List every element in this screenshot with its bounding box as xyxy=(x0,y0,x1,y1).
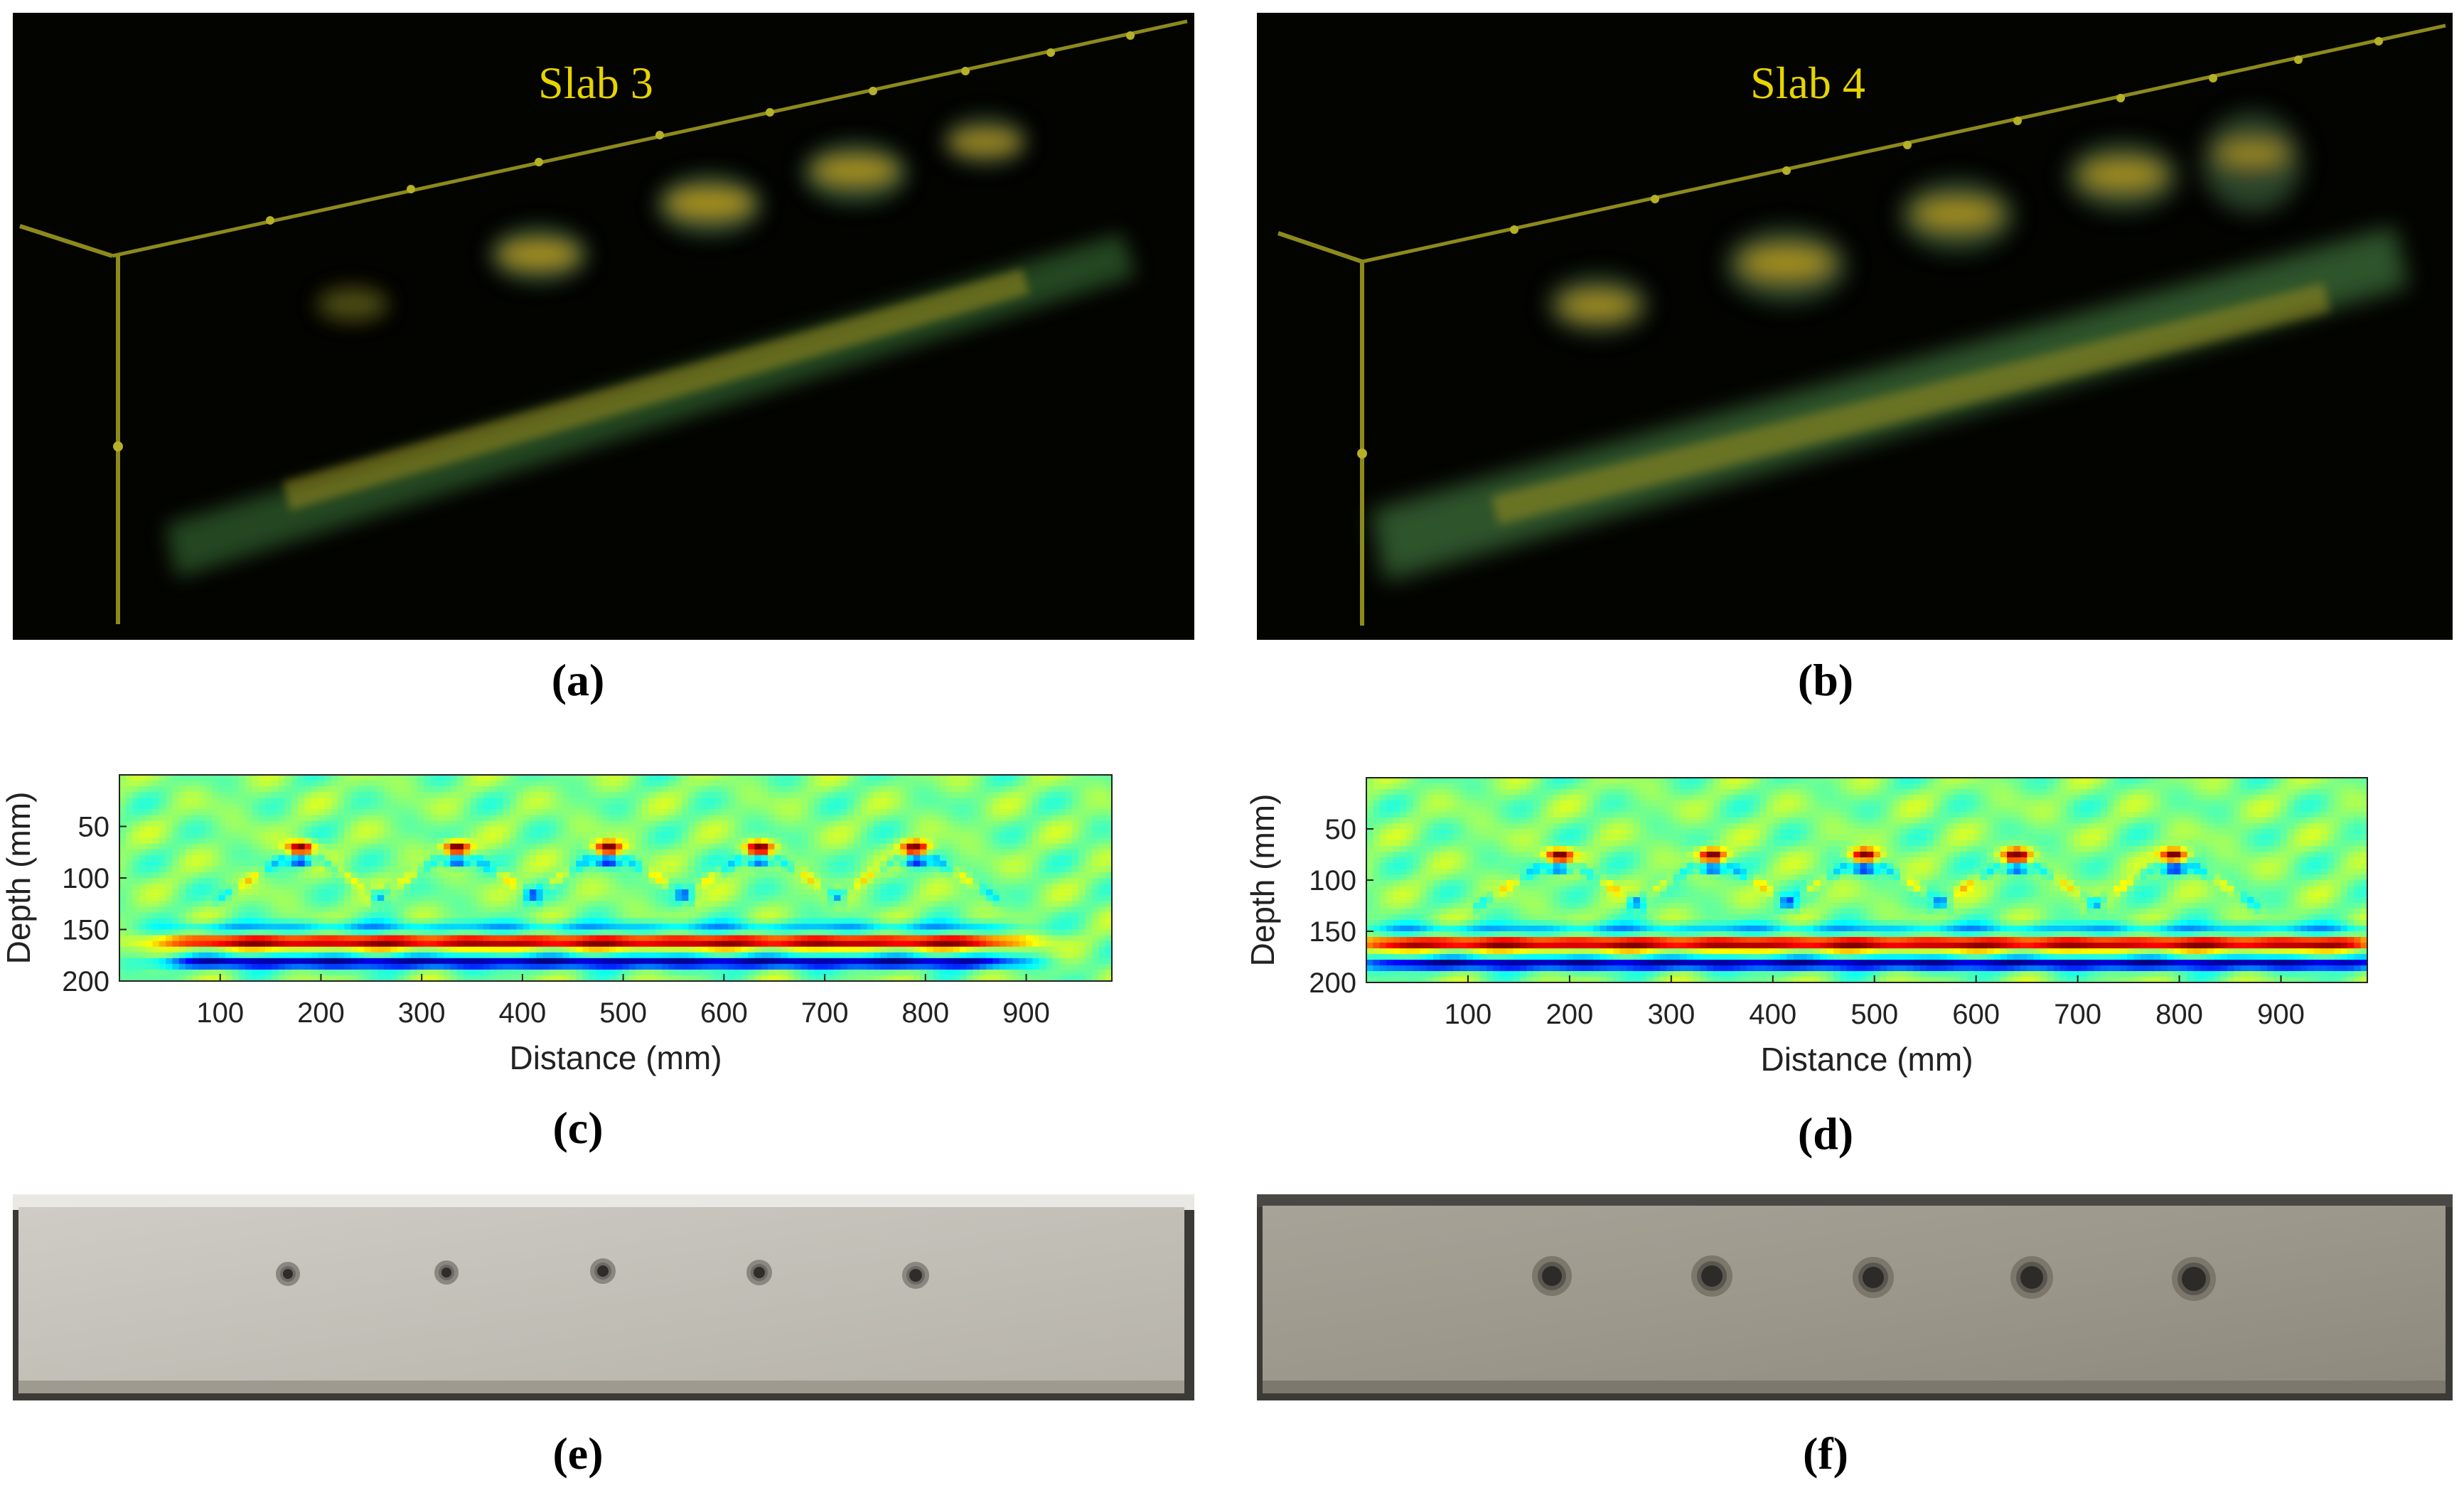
heatmap-cells xyxy=(119,775,1113,982)
x-tick-label: 400 xyxy=(1749,999,1796,1030)
slab3-photo xyxy=(13,1194,1194,1400)
x-axis-label: Distance (mm) xyxy=(509,1039,722,1076)
y-tick-label: 100 xyxy=(1309,865,1356,896)
y-tick-label: 50 xyxy=(78,812,110,843)
x-tick-label: 500 xyxy=(599,997,647,1029)
x-axis-label: Distance (mm) xyxy=(1760,1041,1973,1078)
bscan-plot-c: 100 200 300 400 500 600 700 800 900 50 100 150 200 Di… xyxy=(0,754,1223,1095)
y-tick-label: 200 xyxy=(1309,968,1356,999)
slab4-photo xyxy=(1257,1194,2453,1400)
y-axis-label: Depth (mm) xyxy=(1244,794,1281,967)
x-tick-label: 900 xyxy=(2257,999,2305,1030)
caption-e: (e) xyxy=(552,1428,604,1479)
volume-title: Slab 4 xyxy=(1750,58,1865,108)
x-tick-label: 600 xyxy=(700,997,748,1029)
caption-d: (d) xyxy=(1797,1108,1854,1159)
x-tick-label: 100 xyxy=(1445,999,1492,1030)
x-tick-label: 800 xyxy=(2155,999,2203,1030)
caption-f: (f) xyxy=(1803,1428,1848,1479)
y-tick-label: 200 xyxy=(62,966,109,997)
x-tick-label: 700 xyxy=(2054,999,2101,1030)
y-tick-label: 150 xyxy=(62,915,109,946)
x-tick-label: 700 xyxy=(801,997,849,1029)
x-tick-label: 600 xyxy=(1952,999,2000,1030)
x-tick-label: 200 xyxy=(297,997,345,1029)
y-tick-label: 100 xyxy=(62,863,109,894)
x-tick-label: 300 xyxy=(398,997,446,1029)
caption-a: (a) xyxy=(551,655,605,705)
volume-render-slab3: Slab 3 xyxy=(13,13,1194,640)
x-tick-label: 500 xyxy=(1850,999,1898,1030)
x-tick-label: 100 xyxy=(196,997,244,1029)
y-axis-label: Depth (mm) xyxy=(0,792,37,965)
caption-b: (b) xyxy=(1797,655,1854,705)
caption-c: (c) xyxy=(552,1103,604,1153)
x-tick-label: 400 xyxy=(499,997,547,1029)
y-tick-label: 50 xyxy=(1325,814,1357,845)
volume-render-slab4: Slab 4 xyxy=(1257,13,2453,640)
x-tick-label: 200 xyxy=(1546,999,1594,1030)
y-tick-label: 150 xyxy=(1309,916,1356,948)
x-tick-label: 900 xyxy=(1002,997,1050,1029)
x-tick-label: 300 xyxy=(1647,999,1695,1030)
heatmap-cells xyxy=(1366,778,2368,983)
bscan-plot-d: 100 200 300 400 500 600 700 800 900 50 100 150 200 Di… xyxy=(1244,754,2464,1102)
x-tick-label: 800 xyxy=(901,997,949,1029)
volume-title: Slab 3 xyxy=(538,58,653,108)
